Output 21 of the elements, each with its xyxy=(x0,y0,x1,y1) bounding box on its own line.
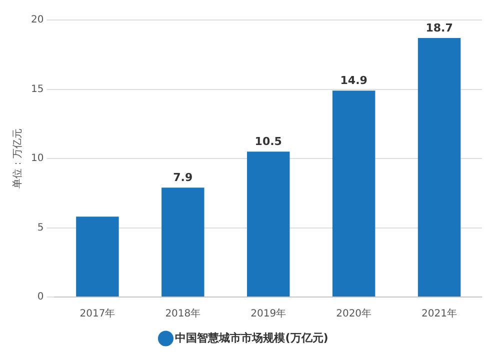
data-label: 14.9 xyxy=(340,74,368,87)
y-tick-label: 15 xyxy=(30,84,44,95)
x-tick-label: 2018年 xyxy=(165,308,201,320)
y-tick-label: 0 xyxy=(37,292,44,303)
bar xyxy=(418,38,461,296)
x-tick-label: 2017年 xyxy=(80,308,116,320)
bar xyxy=(247,152,290,296)
x-tick-label: 2020年 xyxy=(336,308,372,320)
x-tick-label: 2021年 xyxy=(422,308,457,320)
y-tick-label: 20 xyxy=(30,14,44,26)
y-tick-label: 10 xyxy=(30,153,44,164)
data-label: 18.7 xyxy=(426,21,453,34)
bar xyxy=(76,216,119,296)
data-label: 10.5 xyxy=(254,134,282,148)
bar xyxy=(162,188,204,296)
bar xyxy=(332,90,376,296)
legend-label: 中国智慧城市市场规模(万亿元) xyxy=(175,331,328,344)
y-tick-label: 5 xyxy=(37,222,44,234)
x-tick-label: 2019年 xyxy=(250,308,286,320)
y-axis-title: 单位：万亿元 xyxy=(12,128,24,188)
data-label: 7.9 xyxy=(173,170,193,184)
